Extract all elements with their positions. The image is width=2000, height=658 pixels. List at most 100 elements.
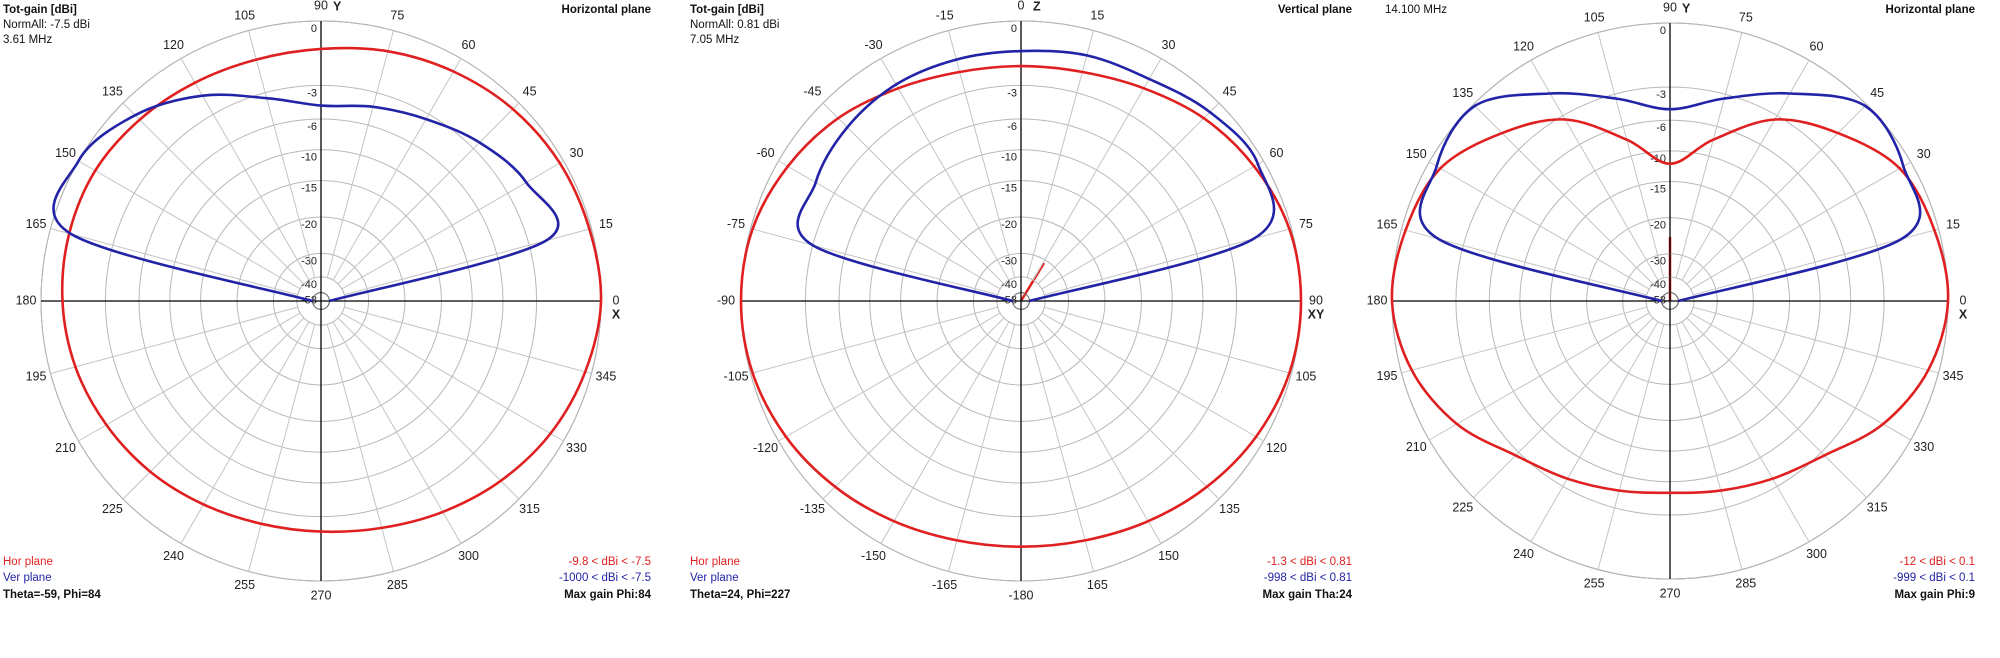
grid-spoke <box>248 30 316 278</box>
grid-spoke <box>341 312 564 442</box>
angle-tick-label: 0 <box>1018 0 1025 12</box>
cursor-readout: Theta=-59, Phi=84 <box>3 589 101 601</box>
y-axis-label: Y <box>1682 1 1691 15</box>
grid-spoke <box>78 312 301 442</box>
grid-spoke <box>344 228 592 296</box>
grid-spoke <box>248 324 316 572</box>
grid-spoke <box>1037 102 1220 285</box>
legend-entry: Ver plane <box>3 572 52 584</box>
angle-tick-label: 165 <box>1377 217 1398 231</box>
angle-tick-label: -180 <box>1008 588 1033 602</box>
grid-spoke <box>1675 323 1743 570</box>
angle-tick-label: -75 <box>727 217 745 231</box>
grid-spoke <box>1681 321 1810 543</box>
angle-tick-label: -165 <box>932 578 957 592</box>
angle-tick-label: 255 <box>1584 576 1605 590</box>
radial-tick-label: -3 <box>1656 89 1666 101</box>
angle-tick-label: 60 <box>462 38 476 52</box>
angle-tick-label: -135 <box>800 502 825 516</box>
angle-tick-label: 120 <box>1513 40 1534 54</box>
angle-tick-label: 135 <box>102 85 123 99</box>
pattern-curve <box>1390 118 1950 495</box>
y-axis-label: Y <box>333 0 342 13</box>
radial-tick-label: -20 <box>1650 220 1666 232</box>
range-label: -12 < dBi < 0.1 <box>1900 556 1975 568</box>
angle-tick-label: 195 <box>26 370 47 384</box>
angle-tick-label: 150 <box>1158 549 1179 563</box>
radial-tick-label: -15 <box>301 183 317 195</box>
grid-spoke <box>1681 59 1810 281</box>
x-axis-label: X <box>1959 307 1968 321</box>
angle-tick-label: 345 <box>596 370 617 384</box>
grid-spoke <box>337 102 520 285</box>
grid-spoke <box>1692 306 1939 374</box>
grid-spoke <box>822 317 1005 500</box>
grid-spoke <box>337 317 520 500</box>
radial-tick-label: -3 <box>1007 87 1017 99</box>
grid-spoke <box>344 306 592 374</box>
grid-spoke <box>1473 317 1654 498</box>
angle-tick-label: 75 <box>1299 217 1313 231</box>
angle-tick-label: -150 <box>861 549 886 563</box>
angle-tick-label: 315 <box>1867 500 1888 514</box>
radial-tick-label: -30 <box>1650 256 1666 268</box>
y-axis-label: Z <box>1033 0 1041 13</box>
grid-spoke <box>50 306 298 374</box>
angle-tick-label: 105 <box>1296 370 1317 384</box>
angle-tick-label: 90 <box>1663 0 1677 14</box>
radial-tick-label: 0 <box>1011 23 1017 35</box>
grid-spoke <box>122 317 305 500</box>
angle-tick-label: -15 <box>936 8 954 22</box>
radial-tick-label: 0 <box>311 23 317 35</box>
grid-spoke <box>1530 321 1659 543</box>
angle-tick-label: 60 <box>1810 40 1824 54</box>
grid-spoke <box>1401 306 1648 374</box>
pattern-curve <box>1418 91 1922 303</box>
radial-tick-label: -40 <box>301 279 317 291</box>
radial-tick-label: -6 <box>1656 122 1666 134</box>
radial-tick-label: -10 <box>301 152 317 164</box>
angle-tick-label: 225 <box>102 502 123 516</box>
angle-tick-label: 150 <box>1406 147 1427 161</box>
info-line: Tot-gain [dBi] <box>3 4 77 16</box>
radial-tick-label: 0 <box>1660 25 1666 37</box>
info-line: Tot-gain [dBi] <box>690 4 764 16</box>
angle-tick-label: 135 <box>1219 502 1240 516</box>
angle-tick-label: 225 <box>1452 500 1473 514</box>
angle-tick-label: 180 <box>16 293 37 307</box>
grid-spoke <box>948 324 1016 572</box>
grid-spoke <box>1428 161 1650 290</box>
grid-spoke <box>1026 324 1094 572</box>
angle-tick-label: 165 <box>1087 578 1108 592</box>
grid-spoke <box>326 324 394 572</box>
angle-tick-label: -30 <box>864 38 882 52</box>
radial-tick-label: -20 <box>1001 219 1017 231</box>
grid-spoke <box>1428 312 1650 441</box>
radial-tick-label: -40 <box>1650 279 1666 291</box>
grid-spoke <box>1032 58 1162 281</box>
max-gain: Max gain Tha:24 <box>1263 589 1353 601</box>
grid-spoke <box>1473 104 1654 285</box>
angle-tick-label: 105 <box>234 8 255 22</box>
angle-tick-label: 165 <box>26 217 47 231</box>
angle-tick-label: 90 <box>314 0 328 12</box>
angle-tick-label: 210 <box>55 441 76 455</box>
x-axis-label: XY <box>1308 307 1325 321</box>
grid-spoke <box>1690 312 1912 441</box>
radial-tick-label: -10 <box>1001 152 1017 164</box>
radial-tick-label: -3 <box>307 87 317 99</box>
range-label: -1000 < dBi < -7.5 <box>559 572 651 584</box>
angle-tick-label: 75 <box>390 8 404 22</box>
pattern-curve <box>796 49 1276 303</box>
grid-spoke <box>180 321 310 544</box>
radial-tick-label: -40 <box>1001 279 1017 291</box>
angle-tick-label: 285 <box>1735 576 1756 590</box>
info-line: NormAll: -7.5 dBi <box>3 19 90 31</box>
angle-tick-label: 300 <box>458 549 479 563</box>
grid-spoke <box>50 228 298 296</box>
cursor-readout: Theta=24, Phi=227 <box>690 589 790 601</box>
grid-spoke <box>1597 32 1665 279</box>
angle-tick-label: 90 <box>1309 293 1323 307</box>
